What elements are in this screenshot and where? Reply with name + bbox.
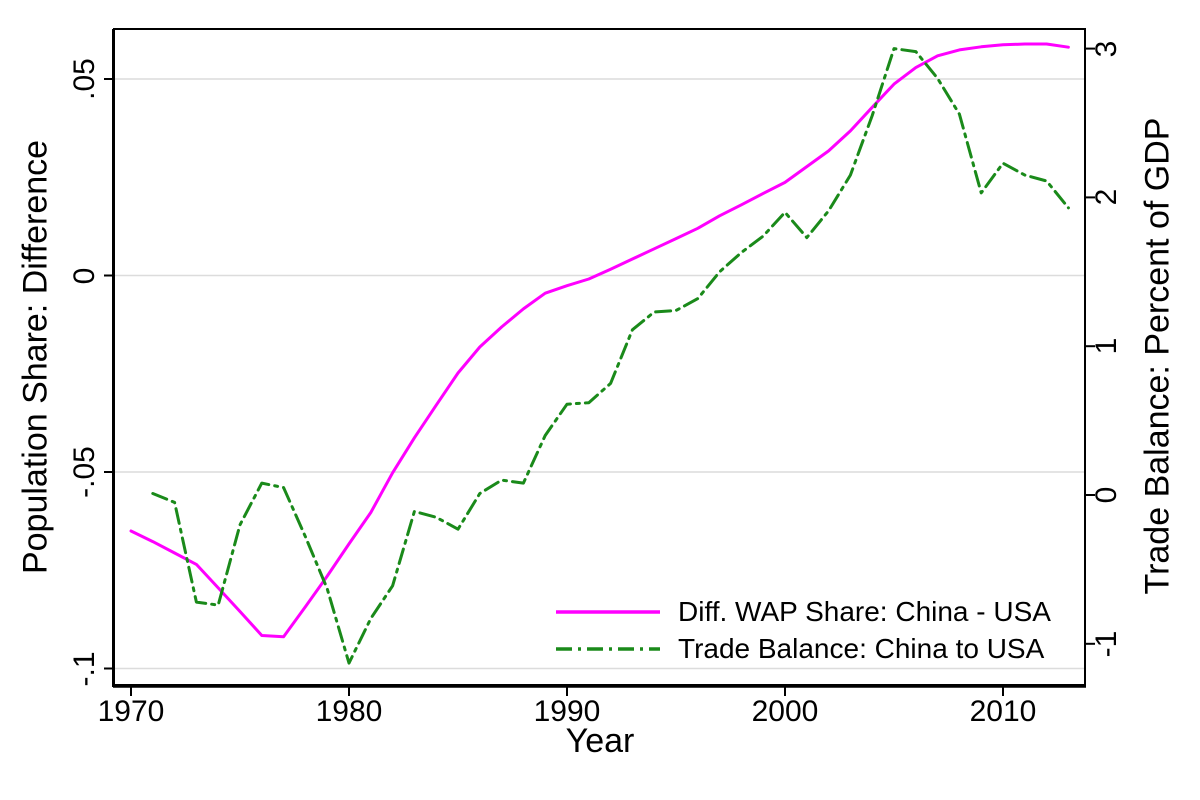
- y-left-tick-label: -.1: [68, 650, 101, 687]
- x-axis-title: Year: [565, 722, 635, 760]
- legend-item-trade-balance: Trade Balance: China to USA: [556, 630, 1051, 667]
- y-left-tick-label: -.05: [68, 446, 101, 498]
- green-dash-dot-line-sample: [556, 646, 660, 651]
- y-right-tick-label: -1: [1090, 630, 1123, 658]
- x-tick-label: 2000: [751, 695, 819, 728]
- legend: Diff. WAP Share: China - USA Trade Balan…: [556, 593, 1051, 667]
- y-left-tick-label: 0: [68, 267, 101, 284]
- y-right-tick-label: 2: [1090, 189, 1123, 206]
- x-tick-label: 2010: [969, 695, 1037, 728]
- series-line-0: [129, 42, 1070, 639]
- x-tick-label: 1980: [315, 695, 383, 728]
- legend-label-wap-share: Diff. WAP Share: China - USA: [678, 595, 1051, 627]
- y-right-tick-label: 1: [1090, 337, 1123, 355]
- right-axis-title: Trade Balance: Percent of GDP: [1138, 117, 1177, 595]
- plot-border: [113, 28, 1086, 686]
- y-right-tick-label: 0: [1090, 486, 1123, 504]
- magenta-solid-line-sample: [556, 609, 660, 614]
- legend-label-trade-balance: Trade Balance: China to USA: [678, 632, 1045, 664]
- left-axis-title: Population Share: Difference: [16, 139, 55, 575]
- legend-item-wap-share: Diff. WAP Share: China - USA: [556, 593, 1051, 630]
- x-tick-label: 1990: [533, 695, 601, 728]
- x-tick-label: 1970: [97, 695, 165, 728]
- y-right-tick-label: 3: [1090, 40, 1123, 57]
- series-line-1: [151, 47, 1070, 665]
- y-left-tick-label: .05: [68, 58, 101, 100]
